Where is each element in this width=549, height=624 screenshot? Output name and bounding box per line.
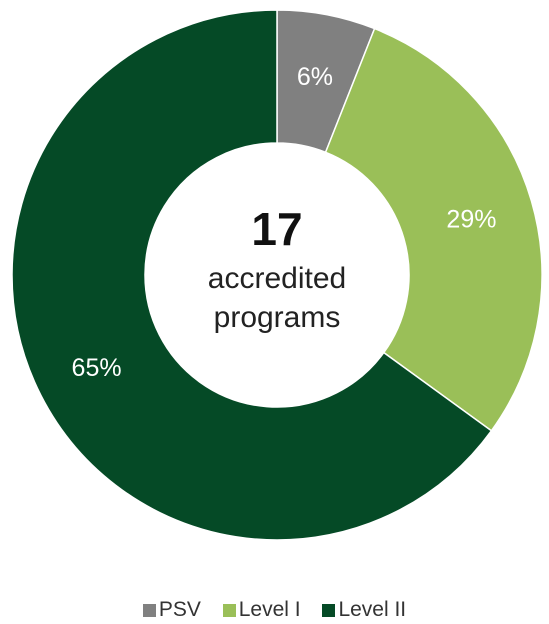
slice-label-level-ii: 65%: [72, 354, 122, 382]
center-label-line2: programs: [214, 301, 341, 334]
legend: PSV Level I Level II: [0, 598, 549, 623]
legend-label-psv: PSV: [158, 598, 201, 621]
slice-label-group: 6% 29% 65%: [72, 63, 497, 382]
legend-item-level-2: Level II: [322, 598, 406, 622]
legend-swatch-level-2: [322, 603, 336, 617]
slice-level-i: [324, 27, 543, 432]
legend-swatch-psv: [142, 603, 156, 617]
slice-label-psv: 6%: [297, 63, 333, 91]
center-count: 17: [251, 203, 302, 255]
donut-chart: 6% 29% 65% 17 accredited programs: [11, 9, 543, 541]
legend-swatch-level-1: [222, 603, 236, 617]
legend-label-level-2: Level II: [338, 598, 407, 621]
slice-level-ii: [11, 9, 493, 541]
center-label-line1: accredited: [208, 262, 346, 295]
legend-label-level-1: Level I: [238, 598, 301, 621]
slice-label-level-i: 29%: [446, 206, 496, 234]
legend-item-psv: PSV: [142, 598, 201, 622]
legend-item-level-1: Level I: [222, 598, 301, 622]
slice-group: [11, 9, 543, 541]
